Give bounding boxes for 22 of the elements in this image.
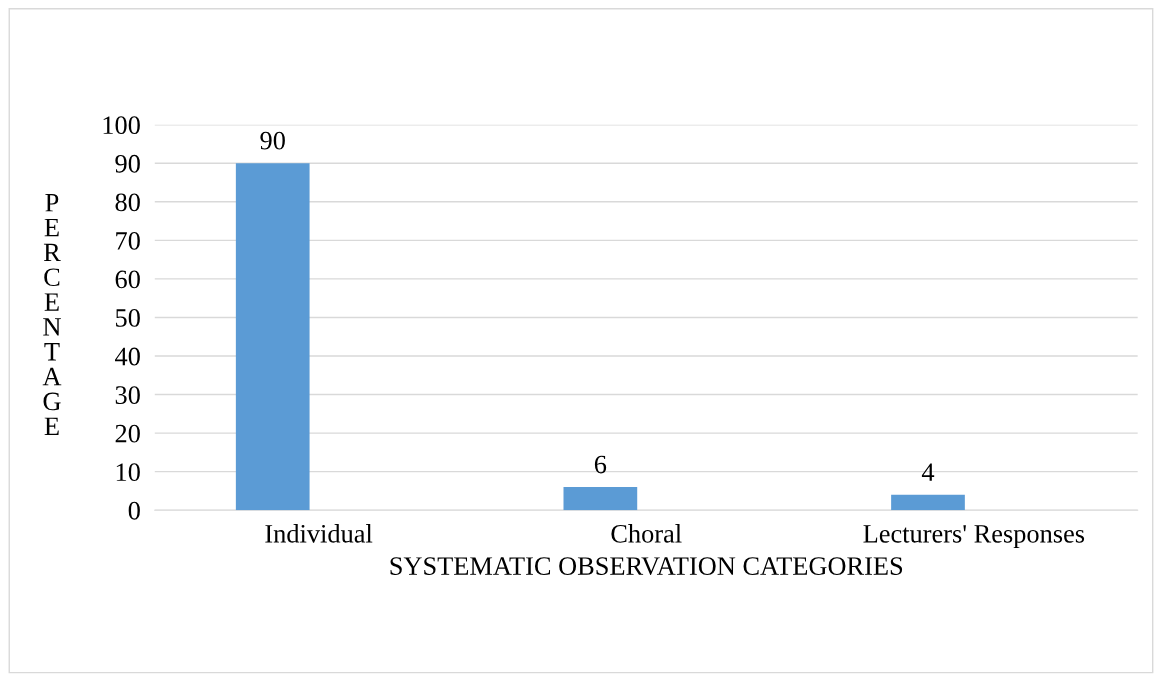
y-tick-label: 20 — [115, 424, 140, 443]
y-tick-label: 30 — [115, 386, 140, 404]
bar — [563, 487, 638, 511]
y-tick-label: 50 — [116, 309, 140, 327]
text: PERCENTAGE — [42, 194, 62, 435]
y-tick-label: 60 — [115, 270, 140, 289]
y-tick-label: 70 — [116, 231, 140, 250]
x-tick-label: Lecturers' Responses — [863, 525, 1085, 549]
y-tick-label: 80 — [115, 193, 140, 212]
bar — [235, 163, 310, 511]
bar — [891, 494, 965, 511]
y-tick-label: 100 — [103, 116, 140, 135]
y-tick-label: 90 — [115, 154, 140, 173]
x-tick-label: Individual — [265, 524, 373, 543]
y-tick-label: 10 — [116, 463, 140, 482]
y-tick-label: 40 — [115, 347, 140, 366]
data-label: 90 — [260, 131, 285, 150]
y-tick-label: 0 — [128, 501, 140, 520]
x-axis-title: SYSTEMATIC OBSERVATION CATEGORIES — [390, 557, 903, 576]
x-tick-label: Choral — [611, 524, 682, 543]
data-label: 4 — [921, 463, 935, 481]
data-label: 6 — [594, 455, 607, 474]
